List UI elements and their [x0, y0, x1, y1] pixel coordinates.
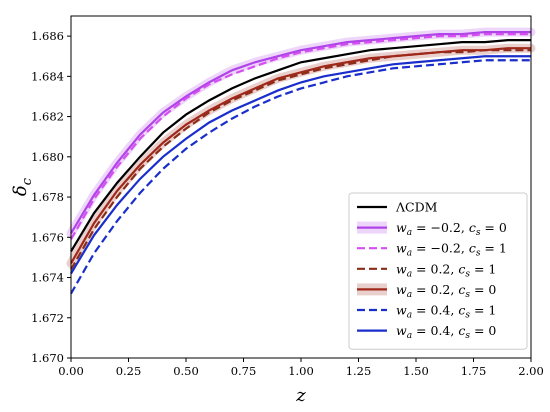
legend-entry-label: wa = 0.4, cs = 1 — [396, 303, 496, 321]
x-tick-label: 1.00 — [288, 364, 314, 378]
series-line — [70, 55, 531, 275]
y-tick-label: 1.674 — [31, 271, 64, 285]
legend-box — [348, 192, 528, 350]
legend-entry-label: ΛCDM — [395, 200, 438, 215]
y-tick-label: 1.680 — [31, 150, 64, 164]
x-tick-label: 0.75 — [231, 364, 257, 378]
y-axis-ticks: 1.670 1.672 1.674 1.676 1.678 1.680 1.682 1.684… — [31, 29, 71, 365]
series-line — [70, 47, 531, 264]
x-tick-label: 0.00 — [58, 364, 84, 378]
x-axis-ticks: 0.00 0.25 0.50 0.75 1.00 1.25 1.50 1.75 2.00 — [58, 358, 544, 378]
legend-entry-label: wa = 0.2, cs = 1 — [396, 261, 496, 279]
y-axis-label: δc — [10, 177, 35, 196]
x-tick-label: 1.75 — [461, 364, 487, 378]
y-tick-label: 1.672 — [31, 311, 64, 325]
series-line — [70, 49, 531, 271]
x-tick-label: 1.50 — [403, 364, 429, 378]
series-line — [70, 39, 531, 252]
y-tick-label: 1.678 — [31, 190, 64, 204]
y-tick-label: 1.686 — [31, 29, 64, 43]
series-line — [70, 33, 531, 240]
y-tick-label: 1.684 — [31, 69, 64, 83]
legend-entry-label: wa = 0.4, cs = 0 — [396, 323, 496, 341]
legend-entry-label: wa = −0.2, cs = 1 — [396, 241, 507, 259]
series-line — [70, 59, 531, 295]
y-tick-label: 1.676 — [31, 230, 64, 244]
x-axis-label: z — [295, 385, 306, 406]
x-tick-label: 2.00 — [518, 364, 544, 378]
legend-entry-label: wa = −0.2, cs = 0 — [396, 220, 507, 238]
series-lines — [70, 30, 531, 295]
y-tick-label: 1.670 — [31, 351, 64, 365]
x-tick-label: 0.50 — [173, 364, 199, 378]
y-tick-label: 1.682 — [31, 110, 64, 124]
x-tick-label: 0.25 — [116, 364, 142, 378]
x-tick-label: 1.25 — [346, 364, 372, 378]
series-line — [70, 30, 531, 234]
legend-entry-label: wa = 0.2, cs = 0 — [396, 282, 496, 300]
legend: ΛCDM wa = −0.2, cs = 0 wa = −0.2, cs = 1 wa… — [348, 192, 528, 350]
